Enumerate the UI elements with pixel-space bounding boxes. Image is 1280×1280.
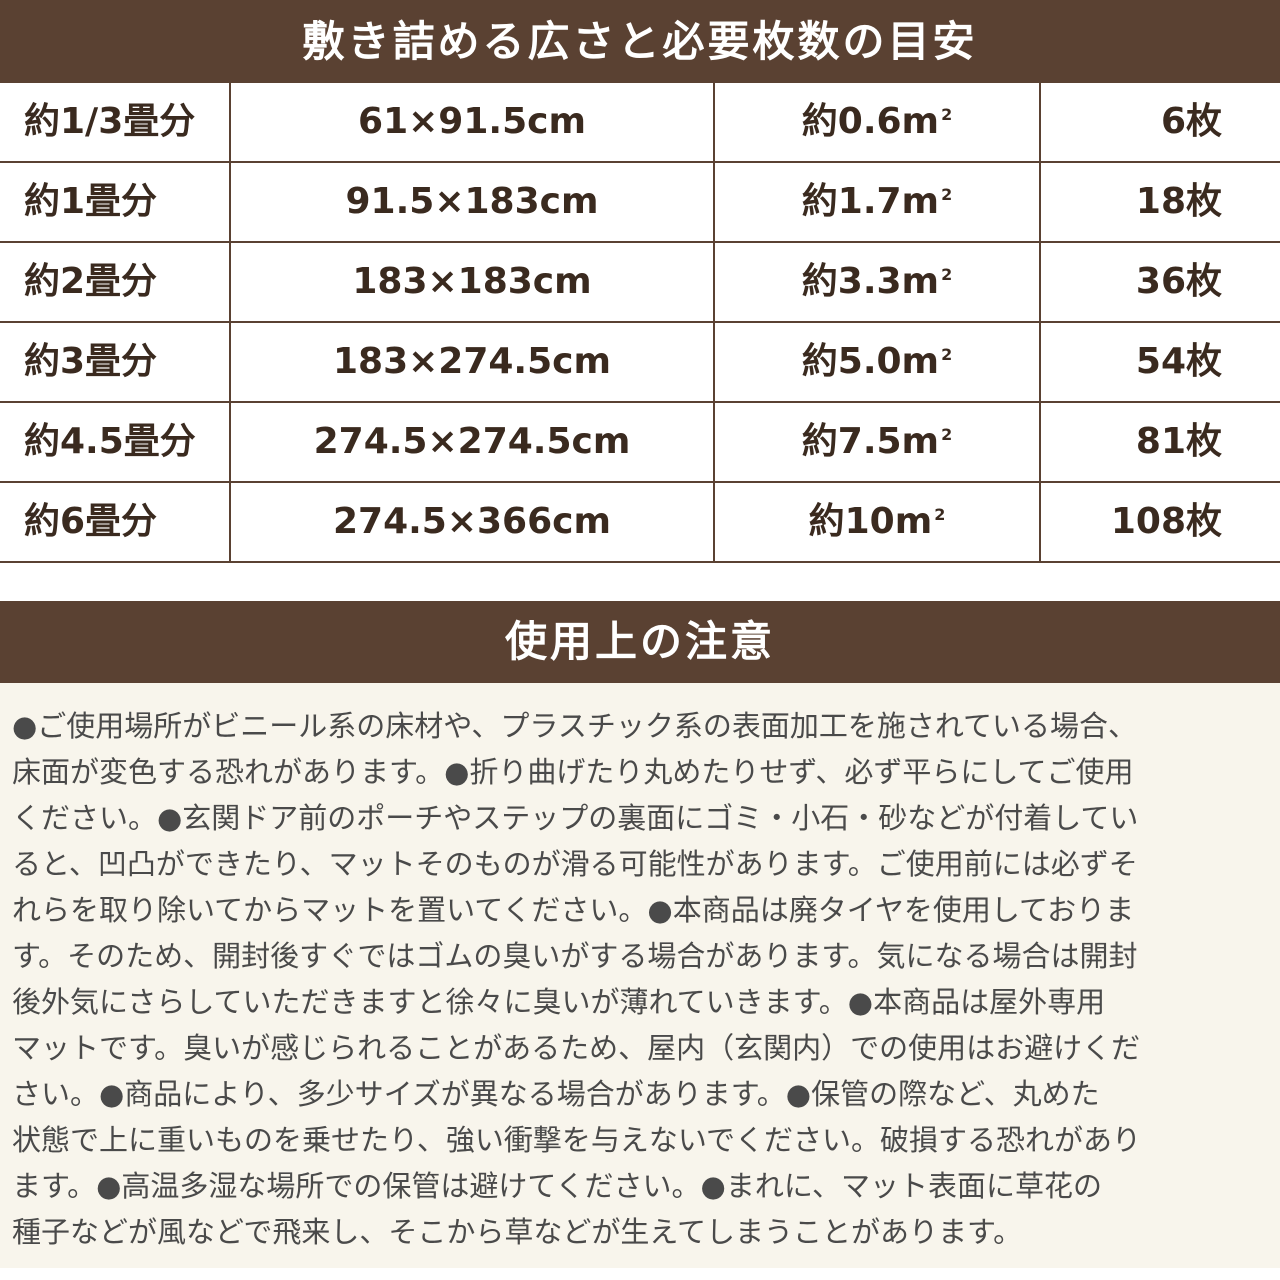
area-value: 約0.6m [801,101,940,143]
notes-line: ください。●玄関ドア前のポーチやステップの裏面にゴミ・小石・砂などが付着してい [12,801,1139,835]
size-cell: 274.5×366cm [229,481,715,563]
table-row: 約2畳分 183×183cm 約3.3m 2 36枚 [0,241,1280,323]
table-row: 約1/3畳分 61×91.5cm 約0.6m 2 6枚 [0,83,1280,163]
count-cell: 18枚 [1039,161,1280,243]
tatami-cell: 約2畳分 [0,241,231,323]
notes-title: 使用上の注意 [0,601,1280,683]
area-cell: 約3.3m 2 [713,241,1041,323]
size-cell: 91.5×183cm [229,161,715,243]
count-cell: 54枚 [1039,321,1280,403]
notes-section: ●ご使用場所がビニール系の床材や、プラスチック系の表面加工を施されている場合、床… [0,683,1280,1268]
area-value: 約10m [808,501,933,543]
size-cell: 274.5×274.5cm [229,401,715,483]
notes-line: さい。●商品により、多少サイズが異なる場合があります。●保管の際など、丸めた [12,1077,1100,1111]
notes-line: 状態で上に重いものを乗せたり、強い衝撃を与えないでください。破損する恐れがあり [12,1123,1141,1157]
size-cell: 61×91.5cm [229,83,715,163]
size-cell: 183×183cm [229,241,715,323]
area-value: 約7.5m [801,421,940,463]
notes-line: れらを取り除いてからマットを置いてください。●本商品は廃タイヤを使用しておりま [12,893,1135,927]
table-row: 約4.5畳分 274.5×274.5cm 約7.5m 2 81枚 [0,401,1280,483]
notes-line: 床面が変色する恐れがあります。●折り曲げたり丸めたりせず、必ず平らにしてご使用 [12,755,1134,789]
table-row: 約6畳分 274.5×366cm 約10m 2 108枚 [0,481,1280,563]
area-cell: 約7.5m 2 [713,401,1041,483]
table-row: 約1畳分 91.5×183cm 約1.7m 2 18枚 [0,161,1280,243]
coverage-title: 敷き詰める広さと必要枚数の目安 [0,0,1280,83]
notes-line: ます。●高温多湿な場所での保管は避けてください。●まれに、マット表面に草花の [12,1169,1102,1203]
notes-line: ると、凹凸ができたり、マットそのものが滑る可能性があります。ご使用前には必ずそ [12,847,1138,881]
area-value: 約3.3m [801,261,940,303]
area-cell: 約1.7m 2 [713,161,1041,243]
area-unit-exponent: 2 [941,105,953,125]
notes-line: 種子などが風などで飛来し、そこから草などが生えてしまうことがあります。 [12,1215,1023,1249]
area-cell: 約10m 2 [713,481,1041,563]
area-value: 約5.0m [801,341,940,383]
area-unit-exponent: 2 [941,265,953,285]
area-cell: 約5.0m 2 [713,321,1041,403]
table-row: 約3畳分 183×274.5cm 約5.0m 2 54枚 [0,321,1280,403]
tatami-cell: 約3畳分 [0,321,231,403]
notes-line: す。そのため、開封後すぐではゴムの臭いがする場合があります。気になる場合は開封 [12,939,1138,973]
area-unit-exponent: 2 [934,505,946,525]
count-cell: 6枚 [1039,83,1280,163]
tatami-cell: 約1/3畳分 [0,83,231,163]
tatami-cell: 約1畳分 [0,161,231,243]
tatami-cell: 約4.5畳分 [0,401,231,483]
tatami-cell: 約6畳分 [0,481,231,563]
size-cell: 183×274.5cm [229,321,715,403]
coverage-table: 約1/3畳分 61×91.5cm 約0.6m 2 6枚 約1畳分 91.5×183c… [0,83,1280,563]
notes-line: 後外気にさらしていただきますと徐々に臭いが薄れていきます。●本商品は屋外専用 [12,985,1106,1019]
count-cell: 108枚 [1039,481,1280,563]
area-unit-exponent: 2 [941,425,953,445]
count-cell: 36枚 [1039,241,1280,323]
notes-line: ●ご使用場所がビニール系の床材や、プラスチック系の表面加工を施されている場合、 [12,709,1137,743]
area-cell: 約0.6m 2 [713,83,1041,163]
count-cell: 81枚 [1039,401,1280,483]
area-unit-exponent: 2 [941,185,953,205]
area-unit-exponent: 2 [941,345,953,365]
notes-line: マットです。臭いが感じられることがあるため、屋内（玄関内）での使用はお避けくだ [12,1031,1141,1065]
area-value: 約1.7m [801,181,940,223]
